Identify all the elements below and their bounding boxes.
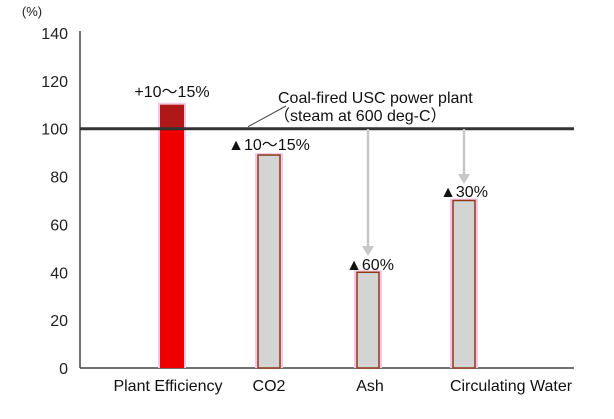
reduction-arrow-head (458, 174, 470, 184)
axes (79, 31, 574, 369)
y-axis-label: (%) (22, 4, 42, 19)
bar-value-label: ▲10～15% (228, 137, 310, 154)
bar-value-labels: +10～15% ▲10～15% ▲60% ▲30% (134, 84, 488, 274)
y-tick-label: 0 (59, 361, 68, 378)
x-axis-labels: Plant Efficiency CO2 Ash Circulating Water (113, 378, 572, 395)
y-tick-label: 100 (41, 122, 68, 139)
reduction-arrow-head (362, 246, 374, 256)
y-tick-label: 40 (50, 265, 68, 282)
bar-co2 (257, 154, 281, 369)
bar-circulating-water (452, 199, 476, 369)
x-tick-label: Plant Efficiency (113, 378, 222, 395)
y-tick-label: 60 (50, 217, 68, 234)
y-tick-label: 140 (41, 26, 68, 43)
baseline-label-line2: （steam at 600 deg-C） (274, 107, 447, 125)
y-axis-ticks: 0 20 40 60 80 100 120 140 (41, 26, 68, 378)
y-tick-label: 120 (41, 74, 68, 91)
baseline: Coal-fired USC power plant（steam at 600 … (80, 90, 574, 131)
y-tick-label: 20 (50, 313, 68, 330)
bar-value-label: ▲60% (346, 257, 394, 274)
x-tick-label: CO2 (253, 378, 286, 395)
baseline-label-line1: Coal-fired USC power plant (278, 90, 473, 107)
bar-plant-efficiency-increase (160, 104, 184, 129)
baseline-leader-line (247, 105, 287, 128)
reduction-arrows (362, 129, 470, 256)
bars (158, 102, 478, 369)
bar-ash (356, 271, 380, 369)
bar-plant-efficiency (160, 104, 184, 369)
y-tick-label: 80 (50, 170, 68, 187)
x-tick-label: Circulating Water (450, 378, 573, 395)
bar-value-label: ▲30% (440, 184, 488, 201)
bar-value-label: +10～15% (134, 84, 209, 101)
x-tick-label: Ash (356, 378, 384, 395)
